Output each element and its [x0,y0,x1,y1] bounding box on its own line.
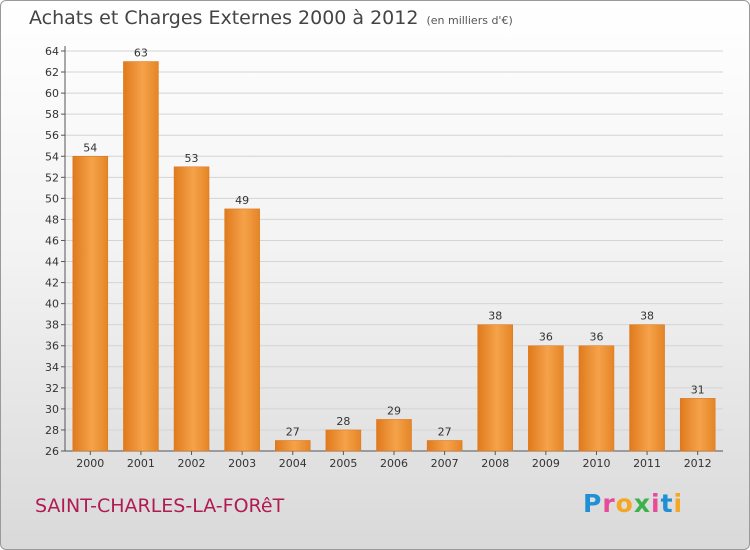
bar [528,345,564,452]
x-tick-label: 2004 [279,457,307,470]
bar [224,208,260,452]
y-tick-label: 60 [45,87,59,100]
plot-area [65,51,723,451]
y-tick-label: 42 [45,277,59,290]
bar [426,440,463,452]
bar [679,398,716,452]
y-tick-label: 40 [45,298,59,311]
data-label: 38 [640,310,654,323]
y-tick-label: 46 [45,234,59,247]
grid-lines [65,50,723,452]
y-tick-label: 64 [45,45,59,58]
data-label: 49 [235,194,249,207]
x-tick-label: 2012 [684,457,712,470]
x-tick-label: 2007 [431,457,459,470]
y-tick-label: 38 [45,319,59,332]
data-label: 36 [589,331,603,344]
y-tick-label: 28 [45,424,59,437]
y-tick-label: 32 [45,382,59,395]
data-label: 27 [286,425,300,438]
proxiti-logo[interactable]: Proxiti [583,489,683,518]
logo-letter: x [633,489,651,518]
x-tick-label: 2008 [481,457,509,470]
y-tick-label: 58 [45,108,59,121]
chart-title: Achats et Charges Externes 2000 à 2012 (e… [29,7,513,29]
bar [173,166,210,452]
bar [325,429,362,452]
logo-letter: P [583,489,603,518]
data-label: 36 [539,331,553,344]
data-labels: 54 63 53 49 27 28 29 27 38 36 36 38 31 [83,47,704,439]
y-tick-label: 26 [45,445,59,458]
data-label: 53 [185,152,199,165]
chart-unit: (en milliers d'€) [426,14,513,27]
logo-letter: i [651,489,661,518]
x-tick-label: 2006 [380,457,408,470]
y-tick-label: 62 [45,66,59,79]
bar [477,324,513,452]
bar [123,61,159,452]
x-tick-label: 2002 [178,457,206,470]
data-label: 27 [438,425,452,438]
x-tick-label: 2003 [228,457,256,470]
y-tick-label: 48 [45,213,59,226]
chart-title-text: Achats et Charges Externes 2000 à 2012 [29,7,419,29]
x-tick-label: 2000 [76,457,104,470]
data-label: 63 [134,47,148,60]
data-label: 29 [387,404,401,417]
logo-letter: o [615,489,634,518]
y-tick-label: 44 [45,256,59,269]
y-tick-label: 34 [45,361,59,374]
x-tick-label: 2005 [329,457,357,470]
logo-letter: r [602,489,616,518]
x-tick-label: 2009 [532,457,560,470]
bar [578,345,615,452]
bar [629,324,665,452]
x-tick-label: 2010 [582,457,610,470]
x-tick-label: 2011 [633,457,661,470]
logo-letter: t [660,489,674,518]
y-tick-label: 36 [45,340,59,353]
y-tick-label: 30 [45,403,59,416]
data-label: 38 [488,310,502,323]
logo-letter: i [673,489,684,518]
bar [275,440,311,452]
place-name: SAINT-CHARLES-LA-FORêT [35,495,285,517]
y-tick-label: 52 [45,171,59,184]
y-tick-label: 50 [45,192,59,205]
y-tick-label: 54 [45,150,59,163]
bar [376,419,412,452]
data-label: 28 [336,415,350,428]
x-tick-label: 2001 [127,457,155,470]
y-tick-label: 56 [45,129,59,142]
data-label: 31 [691,383,705,396]
bars [72,61,716,452]
bar [72,156,109,452]
data-label: 54 [83,141,97,154]
